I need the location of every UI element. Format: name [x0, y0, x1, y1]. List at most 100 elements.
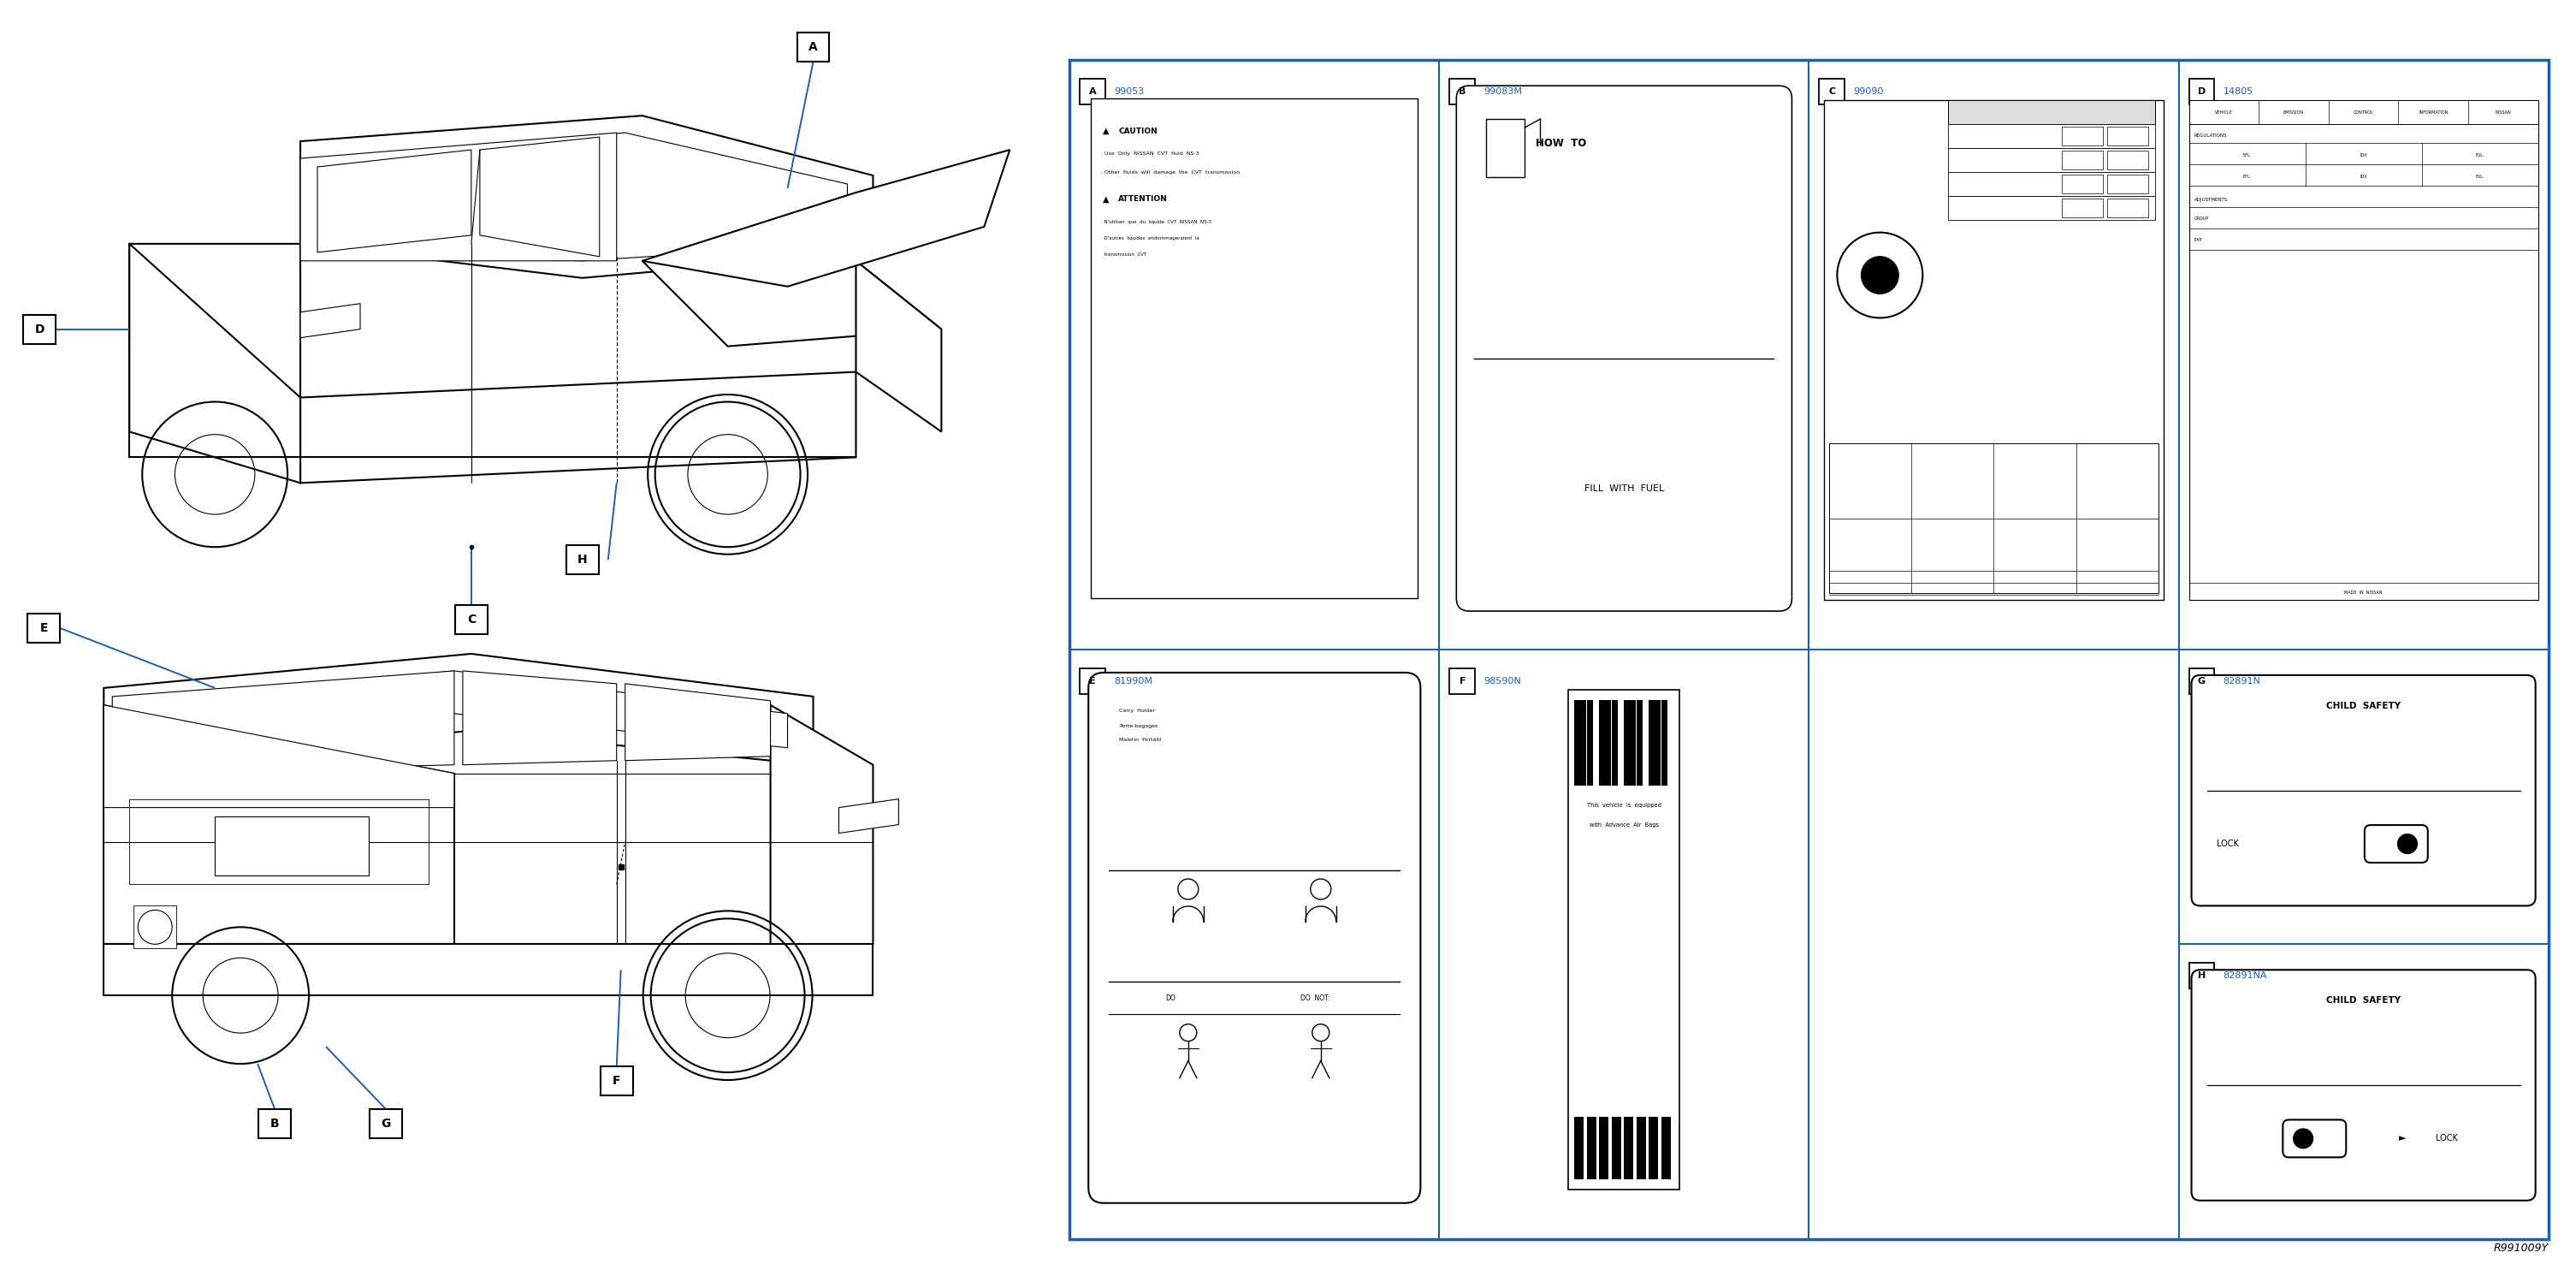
- FancyBboxPatch shape: [2192, 676, 2535, 906]
- Bar: [1824, 100, 2164, 599]
- Bar: [23, 315, 57, 344]
- Text: IDX: IDX: [2360, 152, 2367, 157]
- Text: E: E: [1090, 677, 1095, 686]
- Text: FUL.: FUL.: [2476, 152, 2483, 157]
- Text: DO: DO: [1164, 994, 1175, 1002]
- Text: C: C: [1829, 88, 1837, 97]
- Text: 82891N: 82891N: [2223, 677, 2262, 686]
- Text: · Other  fluids  will  damage  the  CVT  transmission: · Other fluids will damage the CVT trans…: [1100, 170, 1239, 174]
- Text: FILL  WITH  FUEL: FILL WITH FUEL: [1584, 484, 1664, 493]
- Polygon shape: [855, 260, 940, 432]
- Text: B: B: [1458, 88, 1466, 97]
- Bar: [2061, 174, 2102, 193]
- Bar: [368, 1109, 402, 1138]
- Bar: [2107, 198, 2148, 217]
- Bar: [1623, 1116, 1633, 1179]
- FancyBboxPatch shape: [1455, 86, 1793, 611]
- Text: 99083M: 99083M: [1484, 88, 1522, 97]
- Bar: [1636, 700, 1643, 785]
- Bar: [1069, 60, 2548, 1240]
- Text: EFL.: EFL.: [2244, 174, 2251, 179]
- Text: CAUTION: CAUTION: [1118, 127, 1157, 135]
- Polygon shape: [103, 705, 453, 808]
- Bar: [2190, 963, 2215, 988]
- Text: F: F: [1458, 677, 1466, 686]
- Text: LOCK: LOCK: [2218, 839, 2239, 848]
- Text: D: D: [33, 323, 44, 335]
- Text: C: C: [466, 613, 477, 626]
- Text: HOW  TO: HOW TO: [1535, 137, 1587, 149]
- Bar: [1600, 700, 1610, 785]
- Text: GROUP: GROUP: [2195, 216, 2208, 221]
- Text: REGULATIONS: REGULATIONS: [2195, 133, 2228, 138]
- Text: CONTROL: CONTROL: [2354, 110, 2372, 114]
- Bar: [1450, 668, 1476, 693]
- Bar: [1662, 700, 1667, 785]
- Circle shape: [2398, 834, 2416, 853]
- FancyBboxPatch shape: [2192, 970, 2535, 1200]
- FancyBboxPatch shape: [2282, 1120, 2347, 1157]
- Bar: [2190, 100, 2537, 599]
- Polygon shape: [103, 654, 814, 765]
- Text: E: E: [39, 622, 49, 634]
- Polygon shape: [840, 799, 899, 833]
- Bar: [1486, 119, 1525, 177]
- Text: R991009Y: R991009Y: [2494, 1242, 2548, 1253]
- Bar: [2061, 127, 2102, 146]
- Text: LOCK: LOCK: [2434, 1134, 2458, 1143]
- Bar: [28, 613, 59, 643]
- Bar: [1649, 700, 1662, 785]
- Text: This  vehicle  is  equipped: This vehicle is equipped: [1587, 803, 1662, 808]
- Polygon shape: [317, 133, 848, 260]
- Polygon shape: [479, 137, 600, 257]
- Polygon shape: [301, 304, 361, 338]
- Bar: [1947, 124, 2154, 149]
- Text: ▲: ▲: [1103, 196, 1110, 203]
- Text: IDX: IDX: [2360, 174, 2367, 179]
- Bar: [1569, 690, 1680, 1190]
- Text: ATTENTION: ATTENTION: [1118, 196, 1167, 203]
- Text: G: G: [381, 1118, 392, 1129]
- Bar: [1092, 99, 1417, 598]
- Bar: [2107, 127, 2148, 146]
- Bar: [567, 545, 598, 574]
- Bar: [1600, 1116, 1607, 1179]
- Text: ▲: ▲: [1103, 127, 1110, 136]
- Text: 99090: 99090: [1852, 88, 1883, 97]
- Polygon shape: [317, 150, 471, 253]
- Bar: [2107, 174, 2148, 193]
- Text: CHILD  SAFETY: CHILD SAFETY: [2326, 997, 2401, 1005]
- Bar: [1947, 100, 2154, 124]
- Polygon shape: [464, 671, 616, 765]
- Bar: [1613, 700, 1618, 785]
- Bar: [214, 817, 368, 876]
- Bar: [1613, 1116, 1620, 1179]
- Bar: [1623, 700, 1636, 785]
- Text: 82891NA: 82891NA: [2223, 972, 2267, 980]
- Polygon shape: [129, 244, 301, 483]
- Text: transmission  CVT: transmission CVT: [1100, 253, 1146, 257]
- Text: EMISSION: EMISSION: [2282, 110, 2303, 114]
- Bar: [796, 33, 829, 62]
- Bar: [456, 605, 487, 634]
- Bar: [1829, 443, 2159, 593]
- Polygon shape: [641, 150, 1010, 287]
- Text: 98590N: 98590N: [1484, 677, 1522, 686]
- Polygon shape: [301, 133, 616, 260]
- Polygon shape: [113, 671, 453, 773]
- Circle shape: [1860, 257, 1899, 295]
- Polygon shape: [129, 671, 788, 757]
- Text: H: H: [2197, 972, 2205, 980]
- Bar: [600, 1067, 634, 1096]
- Text: · Use  Only  NISSAN  CVT  fluid  NS-3: · Use Only NISSAN CVT fluid NS-3: [1100, 151, 1200, 156]
- Bar: [2190, 668, 2215, 693]
- Bar: [1947, 149, 2154, 171]
- Bar: [2190, 100, 2537, 124]
- Text: B: B: [270, 1118, 278, 1129]
- Bar: [1574, 700, 1587, 785]
- Bar: [1450, 79, 1476, 104]
- Polygon shape: [641, 260, 940, 347]
- Bar: [1662, 1116, 1672, 1179]
- Text: Porte-bagages: Porte-bagages: [1118, 724, 1159, 728]
- Text: ADJUSTMENTS: ADJUSTMENTS: [2195, 198, 2228, 202]
